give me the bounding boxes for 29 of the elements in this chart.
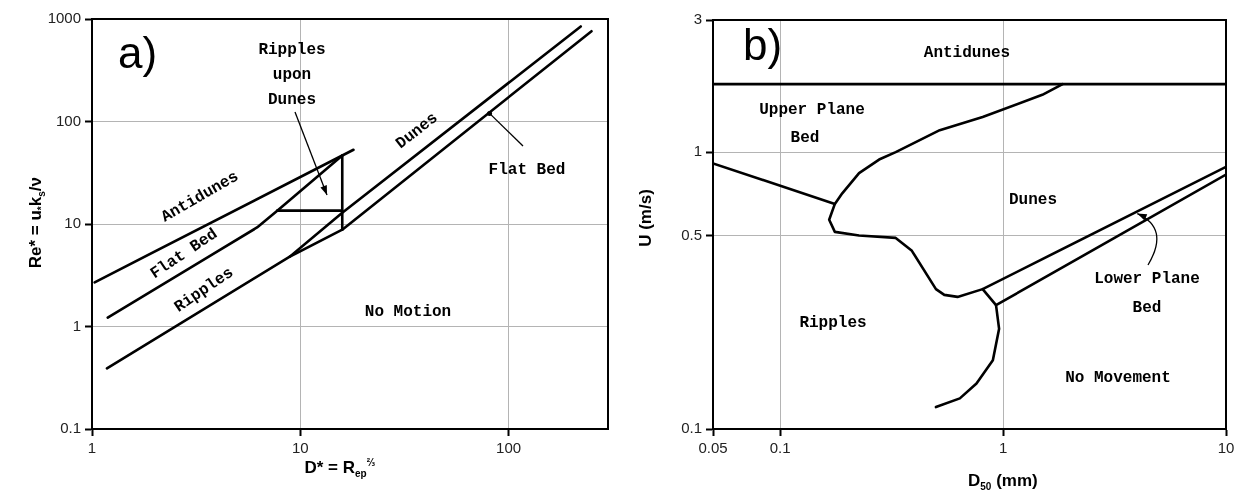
annotation: No Motion: [364, 303, 452, 322]
annotation: Dunes: [1008, 191, 1058, 210]
annotation: Lower Plane Bed: [1094, 270, 1200, 318]
annotation: No Movement: [1065, 369, 1171, 388]
y-tick-label: 1: [693, 142, 702, 160]
annotation: Ripples: [799, 314, 867, 333]
y-axis-title: U (m/s): [635, 189, 656, 247]
y-tick-label: 100: [55, 111, 81, 129]
x-tick-label: 1: [998, 439, 1008, 457]
y-tick-label: 10: [64, 214, 81, 232]
annotation: b): [743, 20, 783, 70]
y-tick-label: 0.5: [681, 225, 702, 243]
annotation: Ripples upon Dunes: [258, 41, 326, 110]
annotation: Antidunes: [923, 44, 1011, 63]
y-tick-label: 1000: [47, 9, 81, 27]
x-tick-label: 10: [1217, 439, 1235, 457]
x-axis-title: D$_{50}$ (mm): [968, 470, 1038, 492]
y-tick-label: 0.1: [681, 419, 702, 437]
y-tick-label: 0.1: [60, 419, 81, 437]
x-tick-label: 100: [496, 439, 522, 457]
annotation: Upper Plane Bed: [759, 101, 865, 148]
x-tick-label: 10: [291, 439, 309, 457]
x-tick-label: 0.1: [769, 439, 791, 457]
annotation: a): [118, 28, 158, 78]
x-tick-label: 1: [87, 439, 97, 457]
x-tick-label: 0.05: [698, 439, 728, 457]
y-tick-label: 1: [72, 316, 81, 334]
y-tick-label: 3: [693, 10, 702, 28]
annotation: Flat Bed: [488, 161, 566, 180]
